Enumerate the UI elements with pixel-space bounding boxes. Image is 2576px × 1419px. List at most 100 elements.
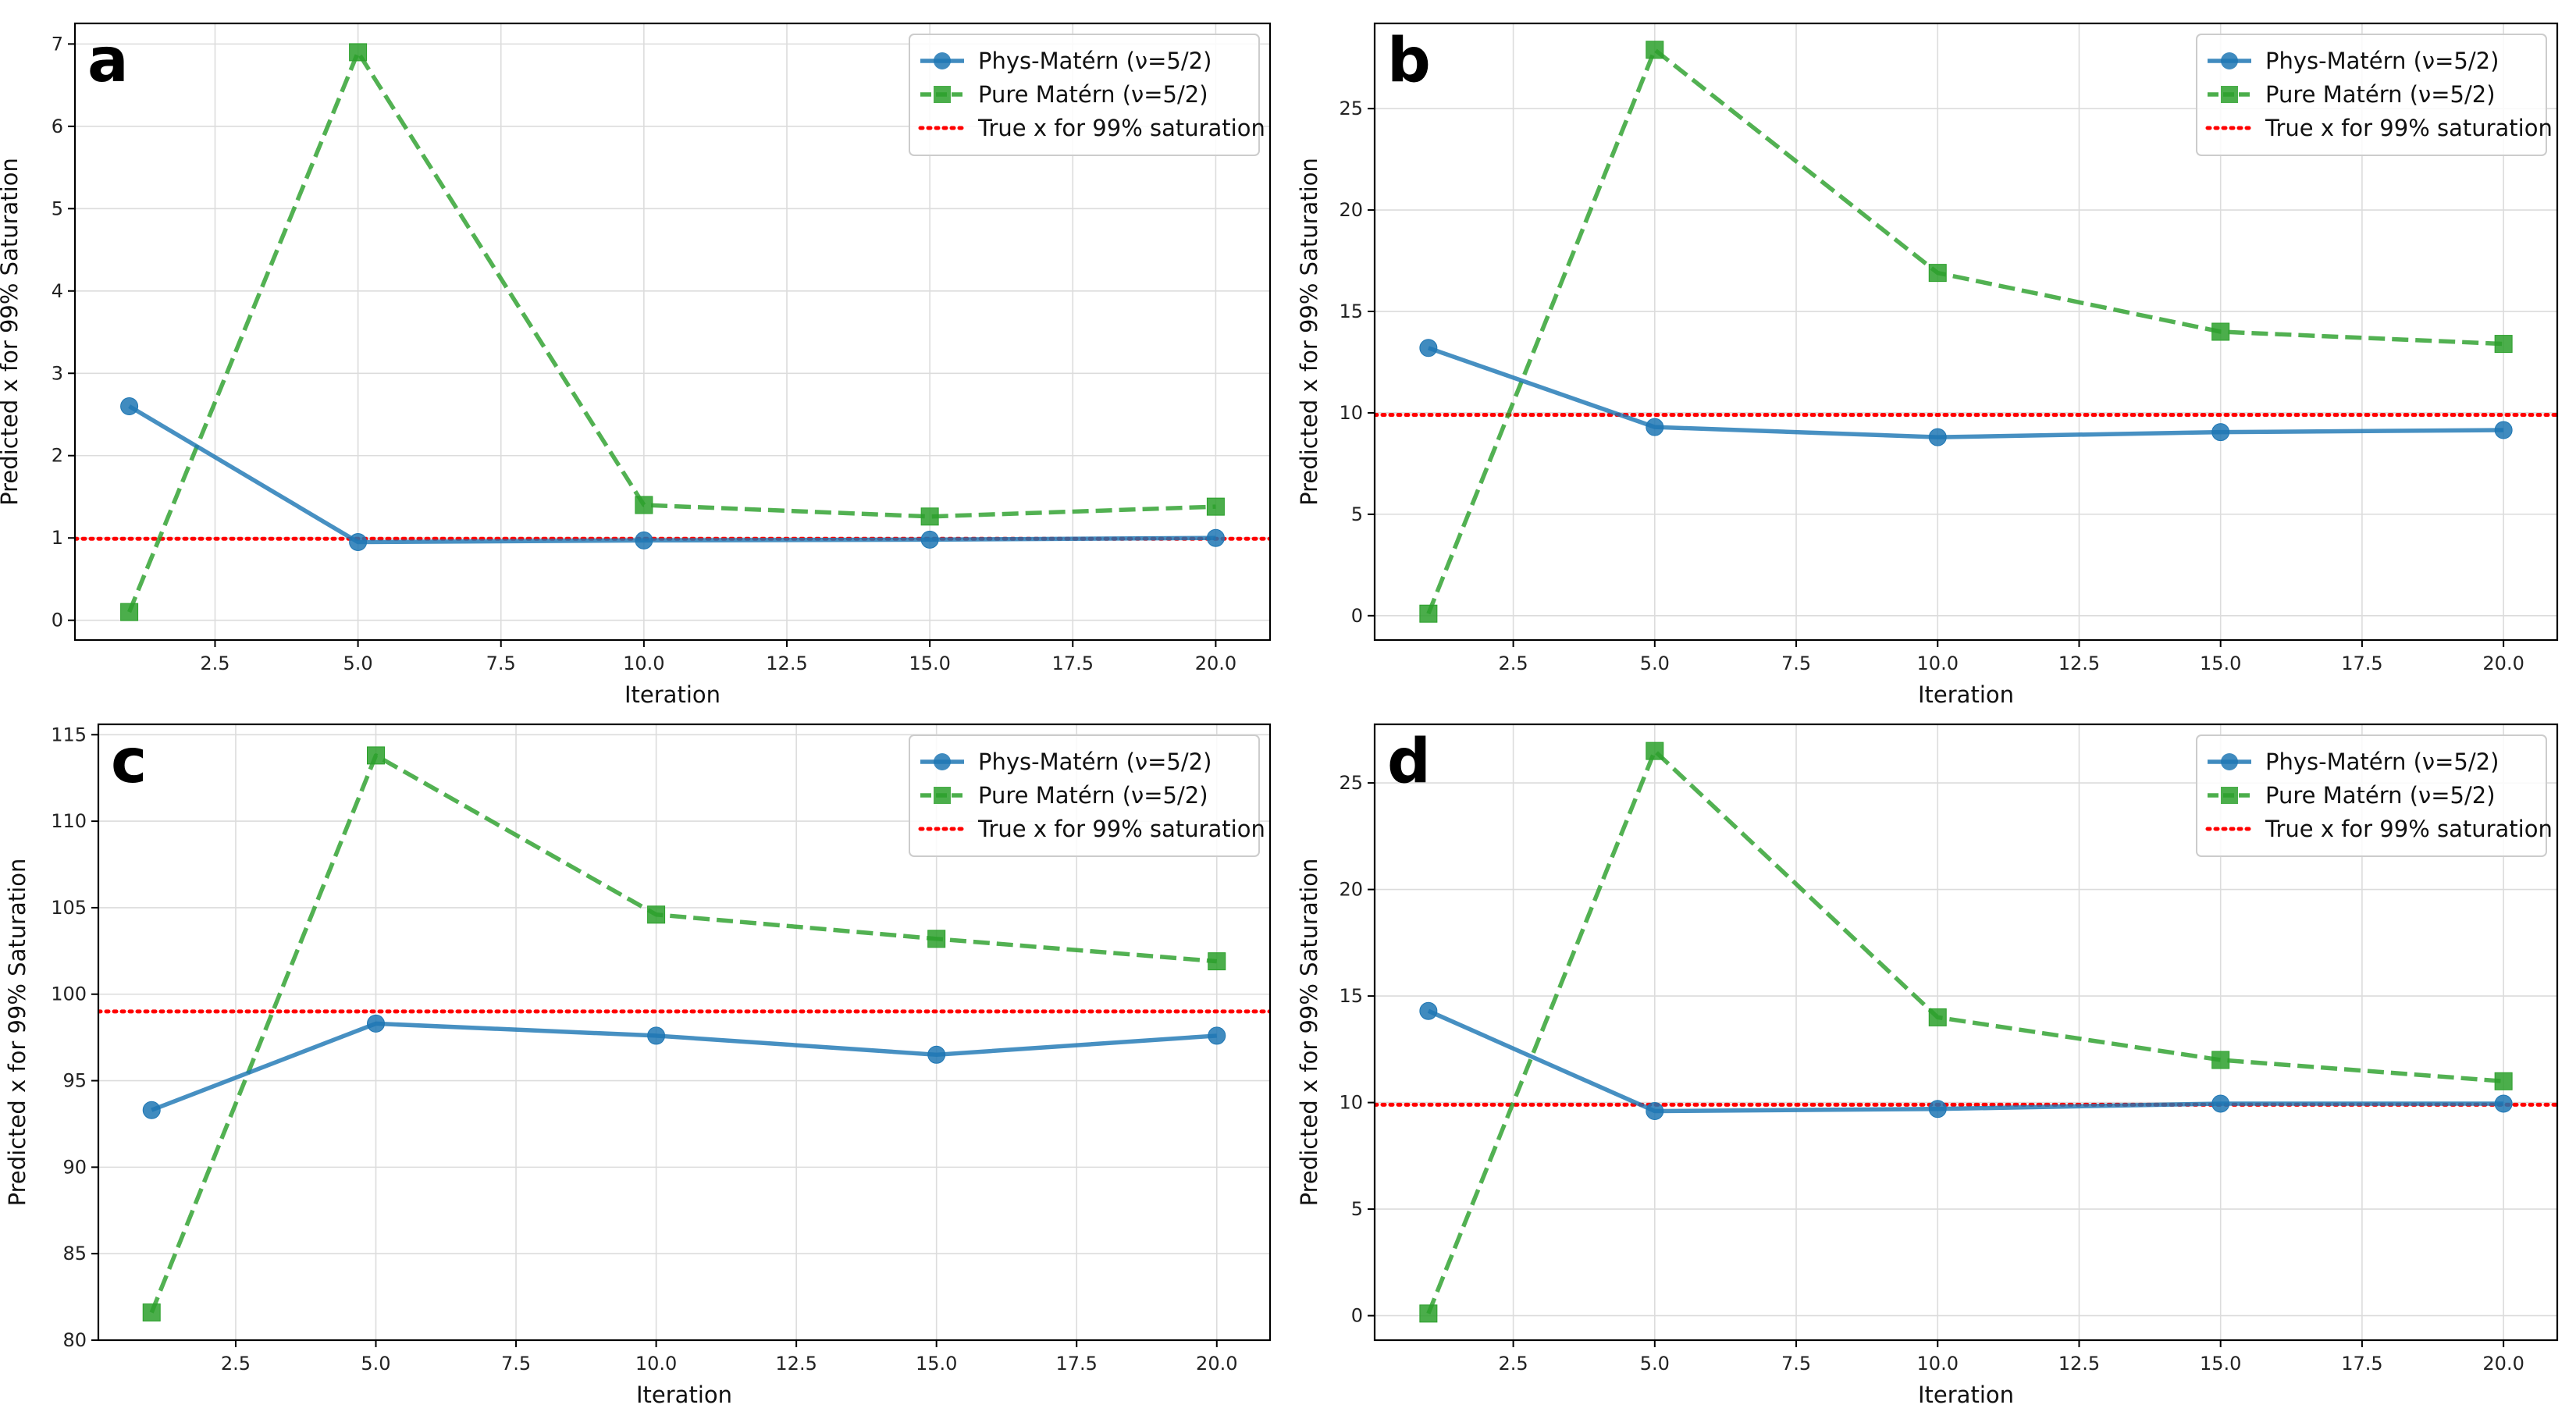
phys-matern-point: [1206, 528, 1225, 547]
legend-label: Phys-Matérn (ν=5/2): [2265, 48, 2499, 74]
x-tick-label: 2.5: [1499, 1353, 1528, 1375]
x-tick-label: 2.5: [200, 653, 229, 674]
x-tick-label: 7.5: [1781, 653, 1811, 674]
y-tick-label: 4: [52, 280, 63, 302]
x-tick-label: 5.0: [361, 1353, 390, 1375]
panel-letter: c: [111, 727, 147, 797]
pure-matern-point: [349, 43, 368, 62]
legend-label: Pure Matérn (ν=5/2): [2265, 782, 2496, 809]
legend-label: Phys-Matérn (ν=5/2): [978, 749, 1212, 775]
pure-matern-point: [1419, 604, 1438, 623]
y-tick-label: 105: [51, 897, 87, 919]
plot-area: [75, 43, 1270, 621]
x-axis-label: Iteration: [1918, 1382, 2014, 1408]
plot-frame: [97, 723, 1272, 1342]
x-tick-label: 5.0: [1640, 653, 1670, 674]
phys-matern-line: [1427, 346, 2504, 439]
x-tick-label: 10.0: [1917, 1353, 1959, 1375]
phys-matern-point: [1928, 1100, 1947, 1118]
phys-matern-point: [1646, 1102, 1664, 1121]
x-tick-label: 17.5: [1052, 653, 1094, 674]
legend-label: Pure Matérn (ν=5/2): [2265, 81, 2496, 108]
phys-matern-line: [1427, 1008, 2504, 1114]
legend-label: True x for 99% saturation: [2265, 115, 2553, 141]
y-tick-label: 80: [62, 1329, 87, 1351]
y-tick-label: 6: [52, 116, 63, 137]
legend: Phys-Matérn (ν=5/2) Pure Matérn (ν=5/2) Tr…: [909, 734, 1265, 857]
pure-matern-point: [1419, 1304, 1438, 1323]
x-axis-label: Iteration: [636, 1382, 732, 1408]
phys-matern-point: [367, 1014, 385, 1033]
legend-label: Pure Matérn (ν=5/2): [978, 81, 1208, 108]
panel-letter: d: [1387, 727, 1431, 797]
plot-frame: [73, 22, 1272, 642]
y-tick-label: 20: [1339, 879, 1363, 901]
legend-marker-square: [2221, 86, 2238, 103]
x-tick-label: 7.5: [486, 653, 516, 674]
plot-area: [1375, 41, 2557, 623]
legend-marker-circle: [934, 52, 951, 69]
legend-marker-square: [934, 787, 951, 804]
x-tick-label: 2.5: [221, 1353, 251, 1375]
x-tick-label: 12.5: [2058, 1353, 2100, 1375]
x-tick-label: 17.5: [1056, 1353, 1098, 1375]
panel-letter: a: [87, 26, 129, 96]
legend-marker-square: [934, 86, 951, 103]
pure-matern-point: [120, 603, 139, 621]
y-tick-label: 110: [51, 810, 87, 832]
y-tick-label: 2: [52, 445, 63, 467]
legend-marker-circle: [934, 753, 951, 770]
x-tick-label: 10.0: [623, 653, 664, 674]
pure-matern-point: [647, 905, 666, 924]
phys-matern-point: [927, 1045, 946, 1064]
legend: Phys-Matérn (ν=5/2) Pure Matérn (ν=5/2) Tr…: [909, 34, 1265, 156]
phys-matern-point: [1928, 428, 1947, 446]
phys-matern-point: [920, 530, 939, 549]
x-tick-label: 5.0: [343, 653, 373, 674]
pure-matern-point: [142, 1303, 161, 1322]
pure-matern-point: [2211, 322, 2230, 341]
legend-label: Pure Matérn (ν=5/2): [978, 782, 1208, 809]
y-tick-label: 20: [1339, 199, 1363, 221]
pure-matern-point: [2494, 335, 2513, 354]
x-tick-label: 5.0: [1640, 1353, 1670, 1375]
y-tick-label: 1: [52, 527, 63, 549]
y-tick-label: 5: [1351, 1198, 1363, 1220]
x-tick-label: 20.0: [2482, 653, 2524, 674]
y-tick-label: 0: [1351, 605, 1363, 627]
y-tick-label: 10: [1339, 1092, 1363, 1114]
y-axis-label: Predicted x for 99% Saturation: [1296, 859, 1322, 1207]
legend-marker-circle: [2221, 753, 2238, 770]
y-axis-label: Predicted x for 99% Saturation: [0, 158, 23, 506]
legend-box: [909, 34, 1260, 156]
x-tick-label: 15.0: [916, 1353, 957, 1375]
x-tick-label: 7.5: [501, 1353, 531, 1375]
y-tick-label: 0: [1351, 1305, 1363, 1327]
plot-frame: [1373, 22, 2559, 642]
x-axis-label: Iteration: [624, 681, 720, 708]
y-tick-label: 95: [62, 1070, 87, 1092]
legend-box: [2196, 734, 2547, 857]
phys-matern-point: [1646, 418, 1664, 436]
x-tick-label: 20.0: [1196, 1353, 1237, 1375]
y-tick-label: 25: [1339, 98, 1363, 119]
x-axis-label: Iteration: [1918, 681, 2014, 708]
legend-label: True x for 99% saturation: [977, 115, 1265, 141]
phys-matern-point: [647, 1026, 666, 1045]
phys-matern-point: [1419, 1001, 1438, 1020]
x-tick-label: 7.5: [1781, 1353, 1811, 1375]
x-tick-label: 15.0: [2200, 1353, 2241, 1375]
legend-marker-circle: [2221, 52, 2238, 69]
y-tick-label: 15: [1339, 985, 1363, 1007]
panel-letter: b: [1387, 26, 1431, 96]
pure-matern-point: [367, 746, 385, 765]
panel-a: 2.5 5.0 7.5 10.0 12.5 15.0 17.5 20.0 0 1 2 3 4 5 6 7 Ite…: [0, 22, 1272, 708]
panel-d: 2.5 5.0 7.5 10.0 12.5 15.0 17.5 20.0 0 5 10 15 20 25 I…: [1296, 723, 2559, 1408]
legend-label: Phys-Matérn (ν=5/2): [2265, 749, 2499, 775]
legend: Phys-Matérn (ν=5/2) Pure Matérn (ν=5/2) Tr…: [2196, 34, 2553, 156]
y-tick-label: 15: [1339, 301, 1363, 322]
pure-matern-point: [1646, 41, 1664, 59]
x-tick-label: 2.5: [1499, 653, 1528, 674]
legend: Phys-Matérn (ν=5/2) Pure Matérn (ν=5/2) Tr…: [2196, 734, 2553, 857]
y-tick-label: 115: [51, 724, 87, 745]
